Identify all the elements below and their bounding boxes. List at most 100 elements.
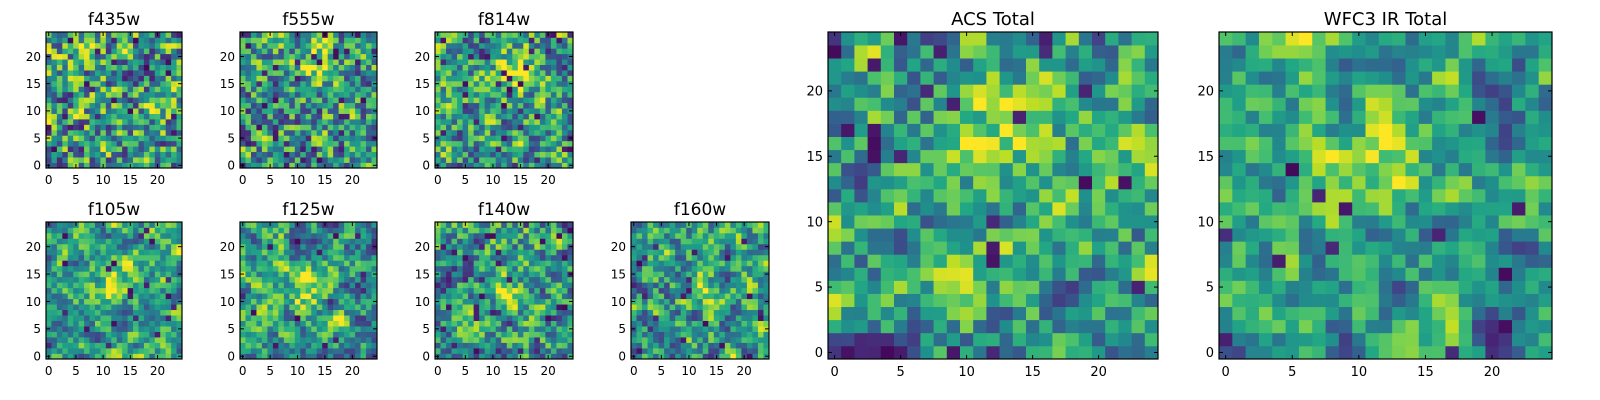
heatmap-cell [506,119,513,125]
heatmap-cell [484,162,491,169]
heatmap-cell [457,326,463,332]
heatmap-cell [272,309,279,316]
heatmap-cell [512,86,519,93]
heatmap-cell [294,293,301,300]
heatmap-cell [446,86,452,93]
heatmap-cell [490,59,497,65]
heatmap-cell [1039,149,1053,164]
heatmap-cell [316,243,323,250]
heatmap-cell [686,254,693,261]
heatmap-cell [94,249,101,256]
heatmap-cell [84,113,90,120]
heatmap-cell [78,227,85,234]
heatmap-cell [506,91,513,98]
heatmap-cell [105,320,112,327]
heatmap-cell [278,64,285,71]
heatmap-cell [105,108,112,114]
heatmap-cell [763,276,770,283]
heatmap-cell [111,37,118,44]
heatmap-cell [116,298,123,305]
heatmap-cell [1105,319,1119,334]
heatmap-cell [56,276,63,283]
heatmap-cell [360,113,367,120]
heatmap-cell [446,331,452,338]
heatmap-cell [94,265,101,272]
heatmap-cell [133,119,139,125]
heatmap-cell [946,228,961,242]
heatmap-cell [51,243,58,250]
heatmap-cell [165,254,172,261]
heatmap-cell [283,91,290,98]
heatmap-cell [283,37,290,44]
heatmap-cell [316,287,323,294]
heatmap-cell [316,140,323,147]
x-tick-label: 10 [485,173,500,187]
heatmap-cell [653,304,659,311]
heatmap-cell [316,135,323,142]
heatmap-cell [94,348,101,354]
heatmap-cell [240,42,246,49]
heatmap-cell [245,326,252,332]
heatmap-cell [89,42,96,49]
heatmap-cell [289,37,296,44]
heatmap-cell [327,238,334,245]
heatmap-cell [56,282,63,289]
heatmap-cell [653,320,659,327]
heatmap-cell [960,332,974,347]
heatmap-cell [631,276,637,283]
heatmap-cell [160,75,167,82]
heatmap-cell [154,129,161,136]
heatmap-cell [67,48,74,55]
heatmap-cell [642,298,648,305]
heatmap-cell [457,124,463,131]
heatmap-cell [523,342,530,349]
heatmap-cell [440,326,447,332]
heatmap-cell [250,243,257,250]
heatmap-cell [495,342,502,349]
heatmap-cell [67,348,74,354]
heatmap-cell [484,48,491,55]
heatmap-cell [138,276,145,283]
heatmap-cell [143,232,150,239]
heatmap-cell [143,222,150,228]
heatmap-cell [550,254,557,261]
chart-title: f555w [282,10,334,30]
heatmap-cell [245,59,252,65]
heatmap-cell [245,265,252,272]
heatmap-cell [51,265,58,272]
heatmap-cell [523,326,530,332]
heatmap-cell [468,32,474,38]
heatmap-cell [561,157,568,163]
heatmap-cell [746,326,753,332]
heatmap-cell [289,129,296,136]
heatmap-cell [545,309,552,316]
heatmap-cell [122,75,128,82]
heatmap-cell [539,119,546,125]
heatmap-cell [143,243,150,250]
heatmap-cell [730,326,737,332]
heatmap-cell [344,287,350,294]
heatmap-cell [556,108,563,114]
heatmap-cell [94,70,101,76]
heatmap-cell [116,238,123,245]
heatmap-cell [435,97,441,104]
heatmap-cell [78,64,85,71]
heatmap-cell [78,353,85,360]
heatmap-cell [691,287,698,294]
heatmap-cell [512,320,519,327]
heatmap-cell [138,119,145,125]
heatmap-cell [94,304,101,311]
heatmap-cell [730,304,737,311]
heatmap-cell [294,298,301,305]
heatmap-cell [550,42,557,49]
heatmap-cell [752,222,759,228]
heatmap-cell [539,86,546,93]
heatmap-cell [484,119,491,125]
heatmap-cell [1026,149,1040,164]
heatmap-cell [1012,332,1027,347]
heatmap-cell [556,129,563,136]
heatmap-cell [545,135,552,142]
heatmap-cell [920,293,934,308]
heatmap-cell [366,119,372,125]
heatmap-cell [484,227,491,234]
